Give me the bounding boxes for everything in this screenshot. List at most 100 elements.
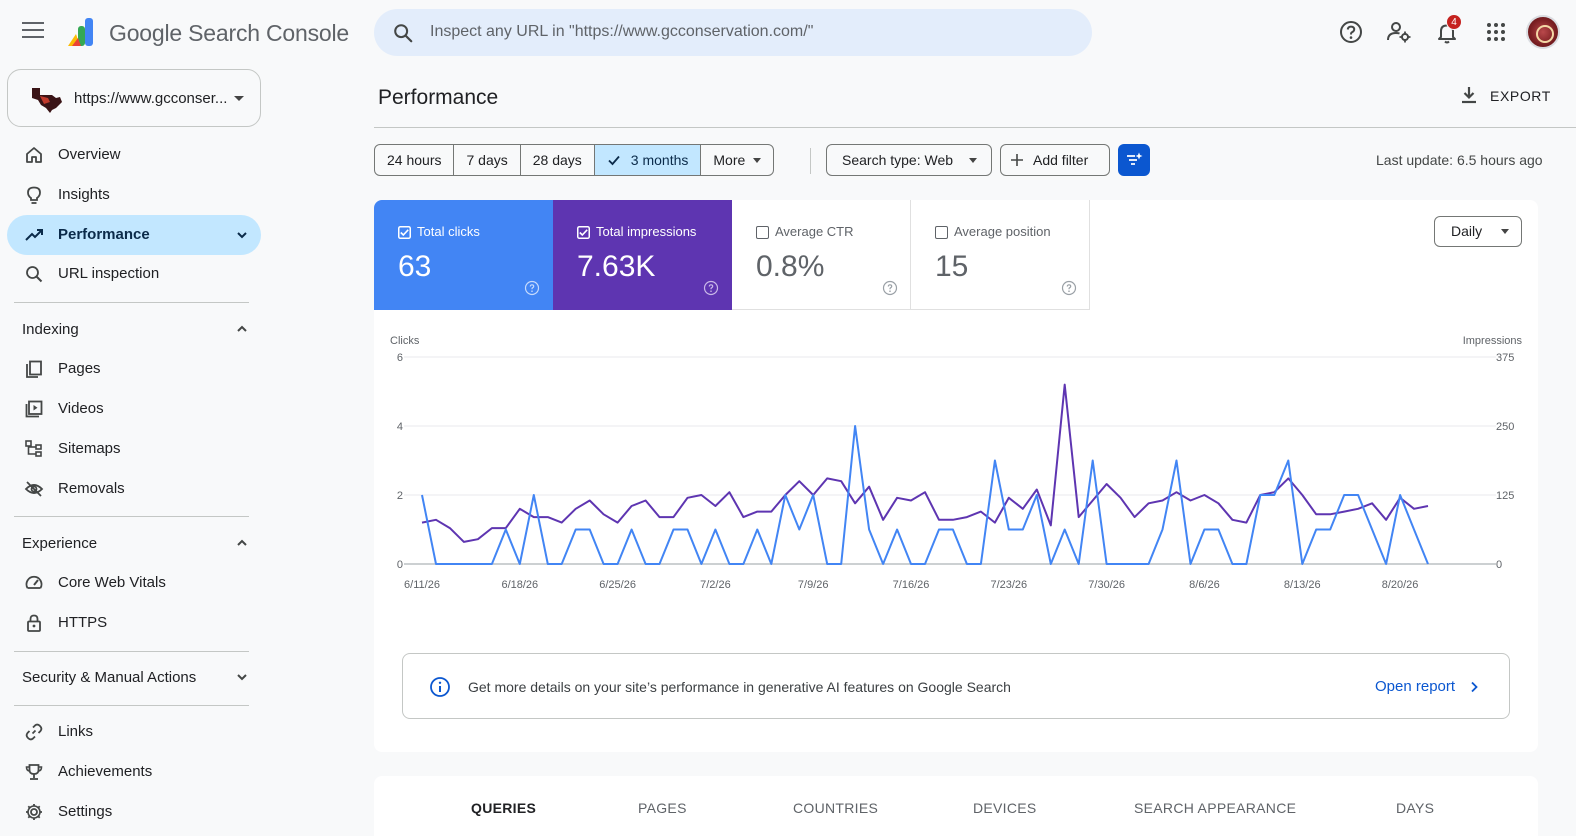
add-filter-button[interactable]: Add filter [1000,144,1110,176]
sidebar-item-core-web-vitals[interactable]: Core Web Vitals [7,563,261,603]
metric-average-ctr[interactable]: Average CTR 0.8% [732,200,911,310]
sidebar-item-label: Settings [58,803,113,820]
metric-value: 0.8% [756,250,825,283]
help-icon[interactable] [1337,18,1365,46]
metric-value: 63 [398,250,432,283]
metric-total-clicks[interactable]: Total clicks 63 [374,200,553,310]
section-experience[interactable]: Experience [7,525,261,561]
x-tick-label: 8/20/26 [1382,579,1419,591]
sidebar-item-label: Overview [58,146,121,163]
section-indexing[interactable]: Indexing [7,311,261,347]
sidebar-item-performance[interactable]: Performance [7,215,261,255]
sidebar-item-sitemaps[interactable]: Sitemaps [7,429,261,469]
sidebar-item-label: Videos [58,400,104,417]
series-line-clicks [421,425,1429,565]
help-icon[interactable] [703,280,719,296]
sidebar-item-label: Pages [58,360,101,377]
check-icon [608,155,620,166]
apps-grid-icon[interactable] [1482,18,1510,46]
section-security-manual-actions[interactable]: Security & Manual Actions [7,659,261,695]
help-icon[interactable] [524,280,540,296]
tab-pages[interactable]: PAGES [638,800,687,816]
help-icon[interactable] [882,280,898,296]
app-brand: Google Search Console [109,20,350,46]
chevron-down-icon [234,96,244,101]
range-more-dropdown[interactable]: More [701,145,773,175]
metric-total-impressions[interactable]: Total impressions 7.63K [553,200,732,310]
y-axis-label-left: Clicks [390,335,420,347]
x-tick-label: 8/13/26 [1284,579,1321,591]
granularity-dropdown[interactable]: Daily [1434,216,1522,247]
ai-features-banner: Get more details on your site’s performa… [402,653,1510,719]
sidebar-item-label: Links [58,723,94,740]
sidebar-item-https[interactable]: HTTPS [7,603,261,643]
y-axis-label-right: Impressions [1463,335,1523,347]
sidebar-divider [14,302,249,303]
metric-value: 15 [935,250,969,283]
section-label: Experience [22,535,98,552]
menu-icon[interactable] [22,22,44,40]
x-tick-label: 7/16/26 [893,579,930,591]
x-tick-label: 7/2/26 [700,579,731,591]
sidebar-item-label: URL inspection [58,265,160,282]
tab-queries[interactable]: QUERIES [471,800,537,816]
banner-text: Get more details on your site’s performa… [468,679,1011,695]
metric-label: Average CTR [775,224,854,239]
sidebar-item-achievements[interactable]: Achievements [7,752,261,792]
account-avatar[interactable] [1526,15,1560,49]
sidebar-item-label: Core Web Vitals [58,574,166,591]
plus-icon [1011,154,1023,166]
range-3-months[interactable]: 3 months [594,145,702,175]
property-url: https://www.gcconser... [74,90,228,107]
x-tick-label: 6/18/26 [501,579,538,591]
sidebar-item-settings[interactable]: Settings [7,792,261,832]
compare-filter-button[interactable] [1118,144,1150,176]
sidebar-item-removals[interactable]: Removals [7,469,261,509]
sidebar-item-videos[interactable]: Videos [7,389,261,429]
tab-days[interactable]: DAYS [1396,800,1435,816]
trending-up-icon [25,229,43,241]
lock-icon [27,614,41,632]
sidebar-item-overview[interactable]: Overview [7,135,261,175]
search-console-logo [68,18,93,46]
sidebar-item-pages[interactable]: Pages [7,349,261,389]
pages-icon [26,360,42,378]
range-28-days[interactable]: 28 days [521,145,595,175]
y-tick-right: 375 [1496,352,1514,364]
tab-countries[interactable]: COUNTRIES [793,800,879,816]
chevron-right-icon[interactable] [1469,681,1479,693]
checkbox-checked-icon [398,226,411,239]
range-7-days[interactable]: 7 days [454,145,521,175]
sidebar-item-links[interactable]: Links [7,712,261,752]
open-report-link[interactable]: Open report [1375,678,1456,695]
url-inspect-input[interactable] [430,17,1070,47]
url-inspect-bar[interactable] [374,9,1092,56]
x-tick-label: 6/11/26 [404,579,440,591]
search-icon [394,24,413,43]
y-tick-left: 6 [397,352,403,364]
date-range-selector: 24 hours 7 days 28 days 3 months More [374,144,775,176]
help-icon[interactable] [1061,280,1077,296]
x-tick-label: 8/6/26 [1189,579,1220,591]
chevron-down-icon [237,232,247,239]
header-divider [374,127,1576,128]
metric-average-position[interactable]: Average position 15 [911,200,1090,310]
filter-sparkle-icon [1127,152,1143,165]
sidebar-item-insights[interactable]: Insights [7,175,261,215]
tab-devices[interactable]: DEVICES [973,800,1037,816]
sidebar-item-label: Performance [58,226,150,243]
speed-icon [25,575,43,589]
range-24-hours[interactable]: 24 hours [375,145,455,175]
top-bar: Google Search Console 4 [0,0,1576,64]
video-icon [25,400,43,418]
sidebar-item-label: Achievements [58,763,153,780]
series-line-impressions [421,383,1429,543]
tab-search-appearance[interactable]: SEARCH APPEARANCE [1134,800,1297,816]
property-selector[interactable]: https://www.gcconser... [7,69,261,127]
sidebar-item-url-inspection[interactable]: URL inspection [7,254,261,294]
home-icon [26,147,42,163]
search-type-dropdown[interactable]: Search type: Web [826,144,992,176]
metric-value: 7.63K [577,250,656,283]
manage-accounts-icon[interactable] [1385,18,1413,46]
y-tick-left: 0 [397,559,403,571]
